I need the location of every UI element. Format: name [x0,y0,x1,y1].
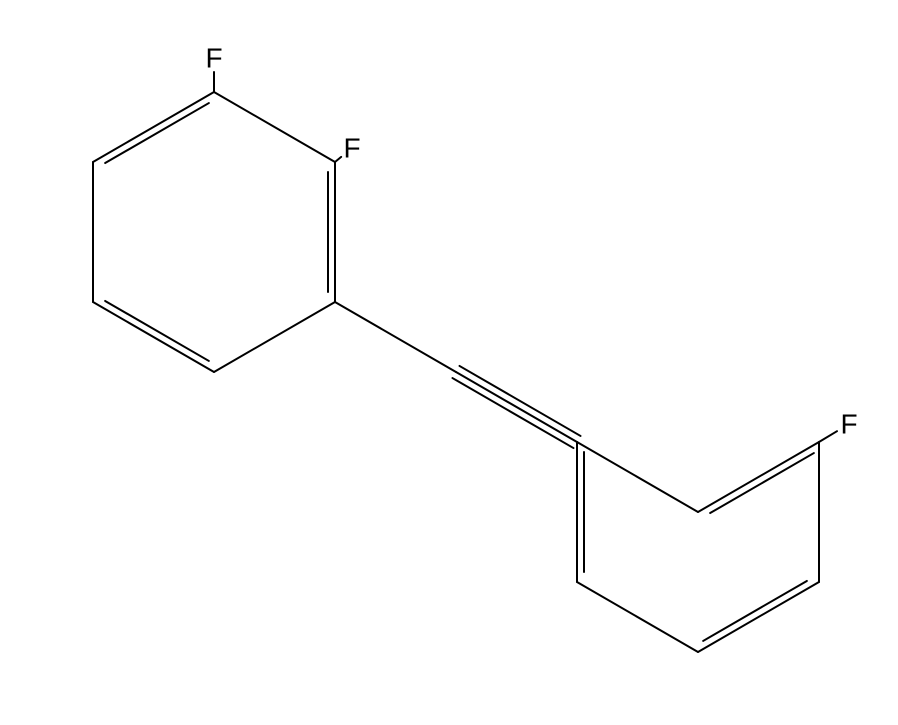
bond-line [456,372,577,442]
atom-label: F [205,43,222,74]
molecule-diagram: F F F [0,0,898,725]
bond-line [698,582,819,652]
bond-line [577,442,698,512]
bond-line [703,581,807,641]
bond-line [105,103,209,163]
bond-line [214,302,335,372]
bond-line [93,92,214,162]
bond-line [819,431,837,442]
bond-line [710,453,814,513]
bond-line [93,302,214,372]
bond-line [698,442,819,512]
bond-line [105,301,209,361]
bond-line [335,302,456,372]
atom-label: F [343,133,360,164]
bond-line [452,378,573,448]
atom-label: F [840,409,857,440]
bond-line [577,582,698,652]
bond-line [214,92,335,162]
bond-line [460,366,581,436]
bond-line [335,157,341,162]
